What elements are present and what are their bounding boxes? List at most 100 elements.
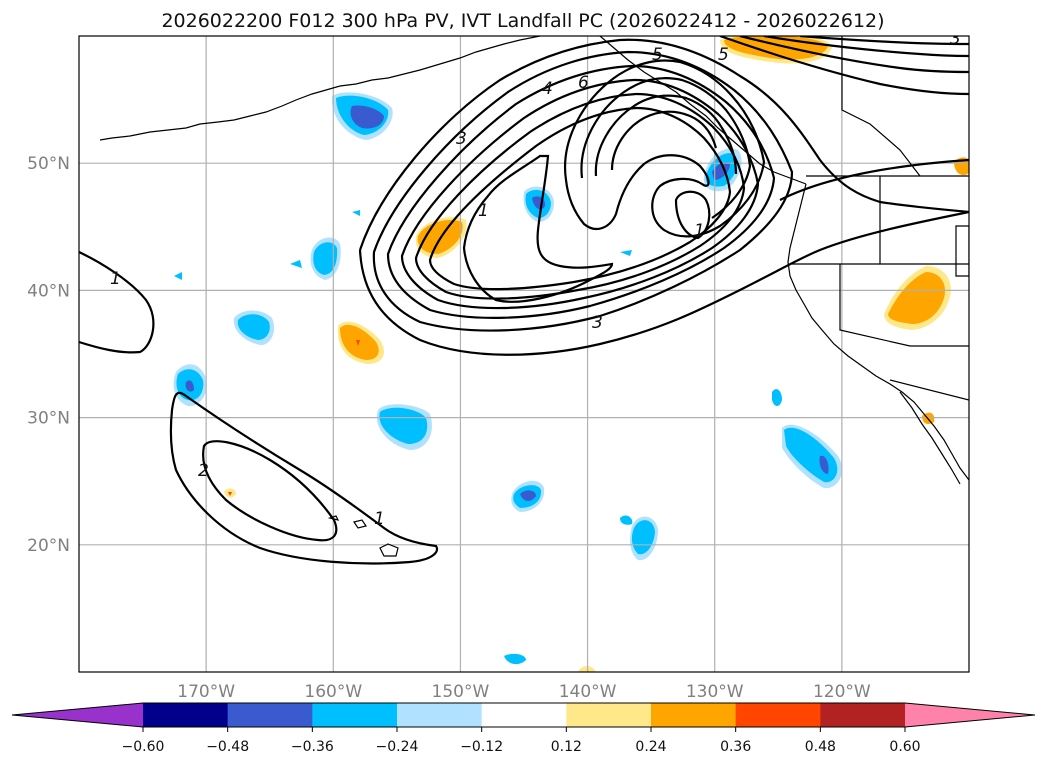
figure-title: 2026022200 F012 300 hPa PV, IVT Landfall… [161,10,884,32]
contour-labels: 1 2 1 3 4 6 5 3 1 1 5 3 [110,29,961,529]
lon-tick-label: 140°W [559,682,617,702]
colorbar-segment [651,703,737,727]
canada-interior-border [841,36,921,177]
contour-nest-6 [428,106,732,291]
neg-blob-tiny-2 [290,260,302,268]
contour-north-edge-4 [799,36,969,46]
contour-label: 1 [374,509,385,529]
colorbar-segment [397,703,483,727]
contour-nest-2 [372,50,794,332]
neg-blob-coast-bc [703,148,742,192]
colorbar-extend-high [905,703,1035,727]
contour-label: 6 [578,73,589,93]
colorbar-tick-label: −0.48 [206,739,249,755]
contour-label: 1 [478,201,489,221]
colorbar-segment [227,703,313,727]
aleutian-alaska-coast [99,36,541,141]
lon-tick-label: 160°W [304,682,362,702]
contour-label: 5 [718,45,729,65]
colorbar-segment [735,703,821,727]
contour-north-edge-2 [739,36,969,74]
lat-tick-label: 40°N [27,281,70,301]
contour-1-subtropical [169,391,439,565]
colorbar-tick-label: 0.12 [551,739,582,755]
contour-nest-3 [386,64,776,319]
hawaii-big-island [379,543,399,557]
colorbar-tick-label: 0.24 [635,739,666,755]
contour-label: 1 [694,221,705,241]
colorbar: −0.60 −0.48 −0.36 −0.24 −0.12 0.12 0.24 0.36 0.4… [11,702,1036,755]
colorbar-tick-label: −0.60 [122,739,165,755]
contour-nest-outer-south [358,210,969,356]
longitude-labels: 170°W 160°W 150°W 140°W 130°W 120°W [177,682,871,702]
contour-nest-ridge-b [580,77,752,219]
contour-north-edge-1 [719,36,969,96]
colorbar-tick-label: −0.24 [376,739,419,755]
negative-pv-shading [173,92,843,665]
colorbar-tick-label: 0.36 [720,739,751,755]
contour-label: 4 [542,79,553,99]
contour-nest-ridge-a [564,59,766,238]
lat-tick-label: 50°N [27,154,70,174]
neg-blob-west-3 [173,364,207,407]
lon-tick-label: 120°W [813,682,871,702]
pos-blob-west [337,321,384,364]
colorbar-segment [481,703,567,727]
contour-label: 5 [652,45,663,65]
contour-nest-ridge-c [594,94,738,177]
colorbar-tick-label: 0.60 [889,739,920,755]
colorbar-segment [312,703,398,727]
neg-blob-small-south [620,515,633,525]
colorbar-tick-label: −0.36 [291,739,334,755]
state-border-4 [955,225,969,277]
neg-blob-south-2 [630,516,658,561]
contour-label: 2 [198,461,209,481]
latitude-labels: 50°N 40°N 30°N 20°N [27,154,70,556]
alaska-bc-coast [599,36,807,185]
lon-tick-label: 150°W [432,682,490,702]
state-border-3 [839,264,969,347]
pv-contours [79,154,711,565]
contour-2-subtropical [202,440,338,542]
contour-label: 3 [950,29,961,49]
neg-blob-west-2 [233,310,275,346]
contour-label: 1 [110,269,121,289]
contour-east-1 [779,158,969,201]
neg-blob-tiny-4 [620,250,632,256]
contour-nest-ridge-d [610,110,718,171]
neg-blob-socal [782,424,843,489]
contour-label: 3 [592,313,603,333]
pos-blob-nevada [884,266,951,330]
map-panel: 1 2 1 3 4 6 5 3 1 1 5 3 [79,29,969,672]
contour-1-west [79,251,155,354]
pv-contour-nest [358,36,969,356]
colorbar-segment [566,703,652,727]
neg-blob-gulf-alaska [331,92,393,140]
colorbar-extend-low [12,703,143,727]
colorbar-segment [143,703,229,727]
contour-north-edge-3 [763,36,969,58]
neg-blob-central [376,404,432,450]
contour-label: 3 [456,129,467,149]
lon-tick-label: 170°W [177,682,235,702]
contour-nest-outer-north [358,38,969,251]
neg-blob-mid-north [523,186,554,222]
lat-tick-label: 20°N [27,536,70,556]
mexico-border [889,379,969,401]
hawaii-maui [353,519,367,529]
neg-blob-bottom [504,653,526,665]
baja-coast [899,391,961,485]
colorbar-tick-label: 0.48 [805,739,836,755]
us-west-coast [787,183,969,481]
neg-blob-small-coast [772,389,782,406]
contour-1-ridge-inner [674,190,711,240]
map-frame [78,35,970,673]
neg-blob-tiny-1 [174,272,182,280]
colorbar-segment [820,703,906,727]
colorbar-tick-label: −0.12 [460,739,503,755]
neg-blob-south-1 [511,480,545,512]
pos-blob-tiny-1-core [228,492,232,496]
neg-blob-tiny-3 [352,210,360,216]
lat-tick-label: 30°N [27,409,70,429]
